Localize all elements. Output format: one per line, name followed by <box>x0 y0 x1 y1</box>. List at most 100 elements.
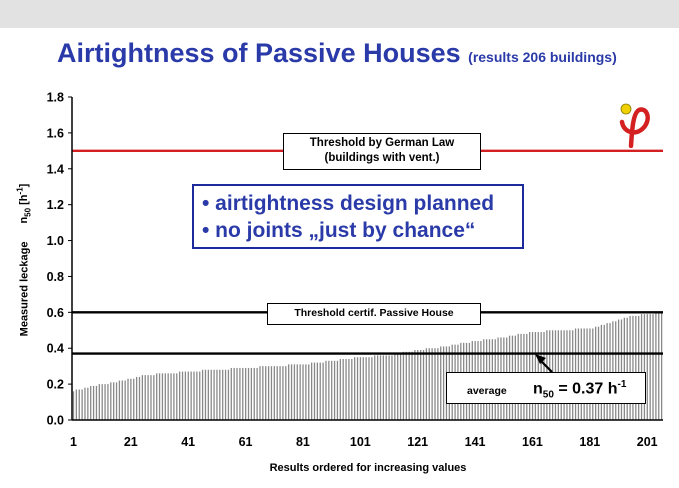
bar <box>293 364 296 420</box>
bar <box>394 353 396 420</box>
bar <box>351 358 353 420</box>
bar <box>632 315 634 420</box>
phi-logo-icon <box>619 103 650 148</box>
bar <box>187 371 189 420</box>
bar <box>322 362 324 420</box>
bar <box>179 371 181 420</box>
bar <box>87 387 89 420</box>
bar <box>242 367 244 420</box>
bar <box>196 371 198 420</box>
bar <box>362 357 364 420</box>
bar <box>328 360 330 420</box>
bar <box>135 376 138 420</box>
x-tick-label: 61 <box>239 435 253 449</box>
bar <box>92 385 95 420</box>
bar <box>365 357 367 420</box>
bar <box>279 366 281 420</box>
bar <box>245 367 247 420</box>
bar <box>110 382 112 420</box>
law-label-line1: Threshold by German Law <box>309 137 455 149</box>
bar <box>253 367 255 420</box>
bar <box>356 357 359 420</box>
y-label-unit-open: [h <box>18 194 31 205</box>
average-value: n50 = 0.37 h-1 <box>533 379 626 401</box>
avg-sup: -1 <box>617 379 627 390</box>
page-title: Airtightness of Passive Houses (results … <box>57 38 617 69</box>
title-main: Airtightness of Passive Houses <box>57 38 461 68</box>
bar <box>81 389 83 420</box>
bar <box>308 364 310 420</box>
bar <box>138 376 141 420</box>
x-tick-label: 41 <box>181 435 195 449</box>
bar <box>388 355 390 420</box>
bar <box>121 380 123 420</box>
bar <box>250 367 253 420</box>
bar <box>336 360 339 420</box>
bar <box>606 323 608 420</box>
bar <box>382 355 384 420</box>
bar <box>646 314 648 420</box>
bar <box>190 371 192 420</box>
average-arrow <box>535 354 553 373</box>
x-tick-label: 21 <box>124 435 138 449</box>
bar <box>440 346 442 420</box>
bar <box>609 323 611 420</box>
bar <box>247 367 250 420</box>
bar <box>313 362 316 420</box>
bar <box>411 351 413 420</box>
bar <box>408 351 410 420</box>
bar <box>262 366 264 420</box>
bar <box>414 350 416 420</box>
bar <box>331 360 333 420</box>
bar <box>259 366 261 420</box>
x-tick-label: 181 <box>579 435 600 449</box>
bar <box>325 360 327 420</box>
average-label: average <box>467 385 507 397</box>
bar <box>660 312 663 420</box>
bar <box>431 348 433 420</box>
bar <box>643 314 646 420</box>
y-tick-label: 1.0 <box>47 234 64 248</box>
bar <box>130 378 132 420</box>
bar <box>239 367 241 420</box>
bar <box>199 371 201 420</box>
bar <box>170 373 172 420</box>
x-axis-label: Results ordered for increasing values <box>269 462 467 474</box>
bar <box>184 371 187 420</box>
bar <box>420 350 422 420</box>
bar <box>629 315 631 420</box>
avg-symbol: n <box>533 380 543 398</box>
bar <box>402 351 405 420</box>
bar <box>233 367 235 420</box>
bar <box>213 369 215 420</box>
bar <box>219 369 221 420</box>
bar <box>620 319 623 420</box>
y-label-unit-sup: -1 <box>15 187 25 195</box>
x-tick-label: 81 <box>296 435 310 449</box>
bar <box>285 366 287 420</box>
bar <box>635 315 637 420</box>
axes-group <box>71 97 663 421</box>
bar <box>385 355 387 420</box>
bar <box>638 315 640 420</box>
x-tick-label: 141 <box>465 435 486 449</box>
bar <box>113 382 115 420</box>
bar <box>305 364 307 420</box>
bar <box>339 358 341 420</box>
bar <box>167 373 169 420</box>
x-tick-labels: 1 21 41 61 81 101 121 141 161 181 201 <box>70 435 658 449</box>
bar <box>442 346 445 420</box>
design-note-line2: • no joints „just by chance“ <box>202 219 476 242</box>
bar <box>173 373 175 420</box>
bar <box>434 348 436 420</box>
bar <box>417 350 419 420</box>
bar <box>310 362 313 420</box>
bar <box>626 317 628 420</box>
bar <box>127 378 129 420</box>
y-tick-label: 0.6 <box>47 306 64 320</box>
bar <box>405 351 407 420</box>
bar <box>161 373 164 420</box>
bar <box>224 369 227 420</box>
bar <box>348 358 350 420</box>
bar <box>273 366 275 420</box>
